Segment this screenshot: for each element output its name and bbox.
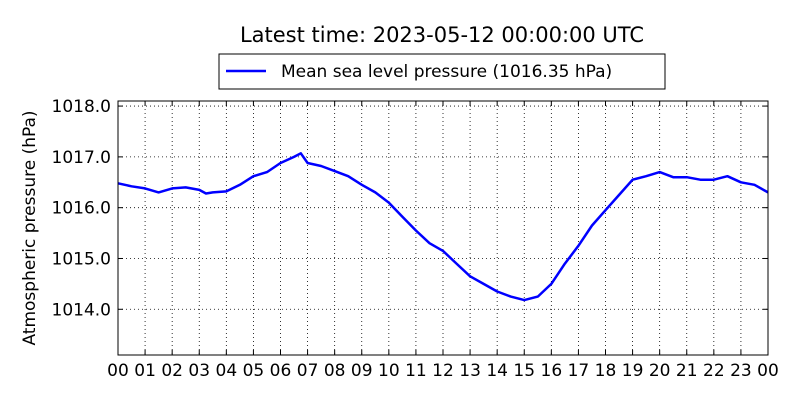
y-tick-label: 1016.0 — [52, 199, 111, 219]
x-tick-label: 20 — [649, 361, 671, 381]
x-tick-label: 22 — [703, 361, 725, 381]
legend-box — [218, 53, 666, 90]
x-tick-label: 11 — [405, 361, 427, 381]
x-tick-label: 00 — [757, 361, 779, 381]
x-tick-label: 03 — [188, 361, 210, 381]
x-tick-label: 14 — [486, 361, 508, 381]
x-tick-label: 12 — [432, 361, 454, 381]
x-tick-label: 08 — [324, 361, 346, 381]
y-tick-label: 1015.0 — [52, 249, 111, 269]
series-line-mean-sea-level-pressure — [117, 152, 769, 302]
x-tick-labels: 00 01 02 03 04 05 06 07 08 09 10 11 12 13 14 15 16 17 18 19… — [107, 361, 779, 381]
x-tick-label: 18 — [595, 361, 617, 381]
y-tick-labels: 1014.0 1015.0 1016.0 1017.0 1018.0 — [52, 97, 111, 320]
x-tick-label: 16 — [541, 361, 563, 381]
x-tick-label: 00 — [107, 361, 129, 381]
legend: Mean sea level pressure (1016.35 hPa) — [218, 53, 666, 90]
x-tick-label: 06 — [270, 361, 292, 381]
x-tick-label: 17 — [568, 361, 590, 381]
x-tick-label: 04 — [216, 361, 238, 381]
x-tick-label: 21 — [676, 361, 698, 381]
x-tick-label: 07 — [297, 361, 319, 381]
y-tick-label: 1014.0 — [52, 300, 111, 320]
x-tick-label: 13 — [459, 361, 481, 381]
plot-frame — [117, 100, 769, 356]
x-tick-label: 19 — [622, 361, 644, 381]
y-axis-label: Atmospheric pressure (hPa) — [20, 110, 40, 345]
chart-title: Latest time: 2023-05-12 00:00:00 UTC — [240, 23, 644, 47]
legend-label: Mean sea level pressure (1016.35 hPa) — [281, 62, 612, 82]
x-tick-label: 10 — [378, 361, 400, 381]
x-tick-label: 02 — [161, 361, 183, 381]
axis-ticks — [117, 101, 769, 355]
y-tick-label: 1018.0 — [52, 97, 111, 117]
x-tick-label: 09 — [351, 361, 373, 381]
y-tick-label: 1017.0 — [52, 148, 111, 168]
x-tick-label: 05 — [243, 361, 265, 381]
x-tick-label: 01 — [134, 361, 156, 381]
grid-lines — [118, 101, 768, 355]
x-tick-label: 15 — [513, 361, 535, 381]
x-tick-label: 23 — [730, 361, 752, 381]
